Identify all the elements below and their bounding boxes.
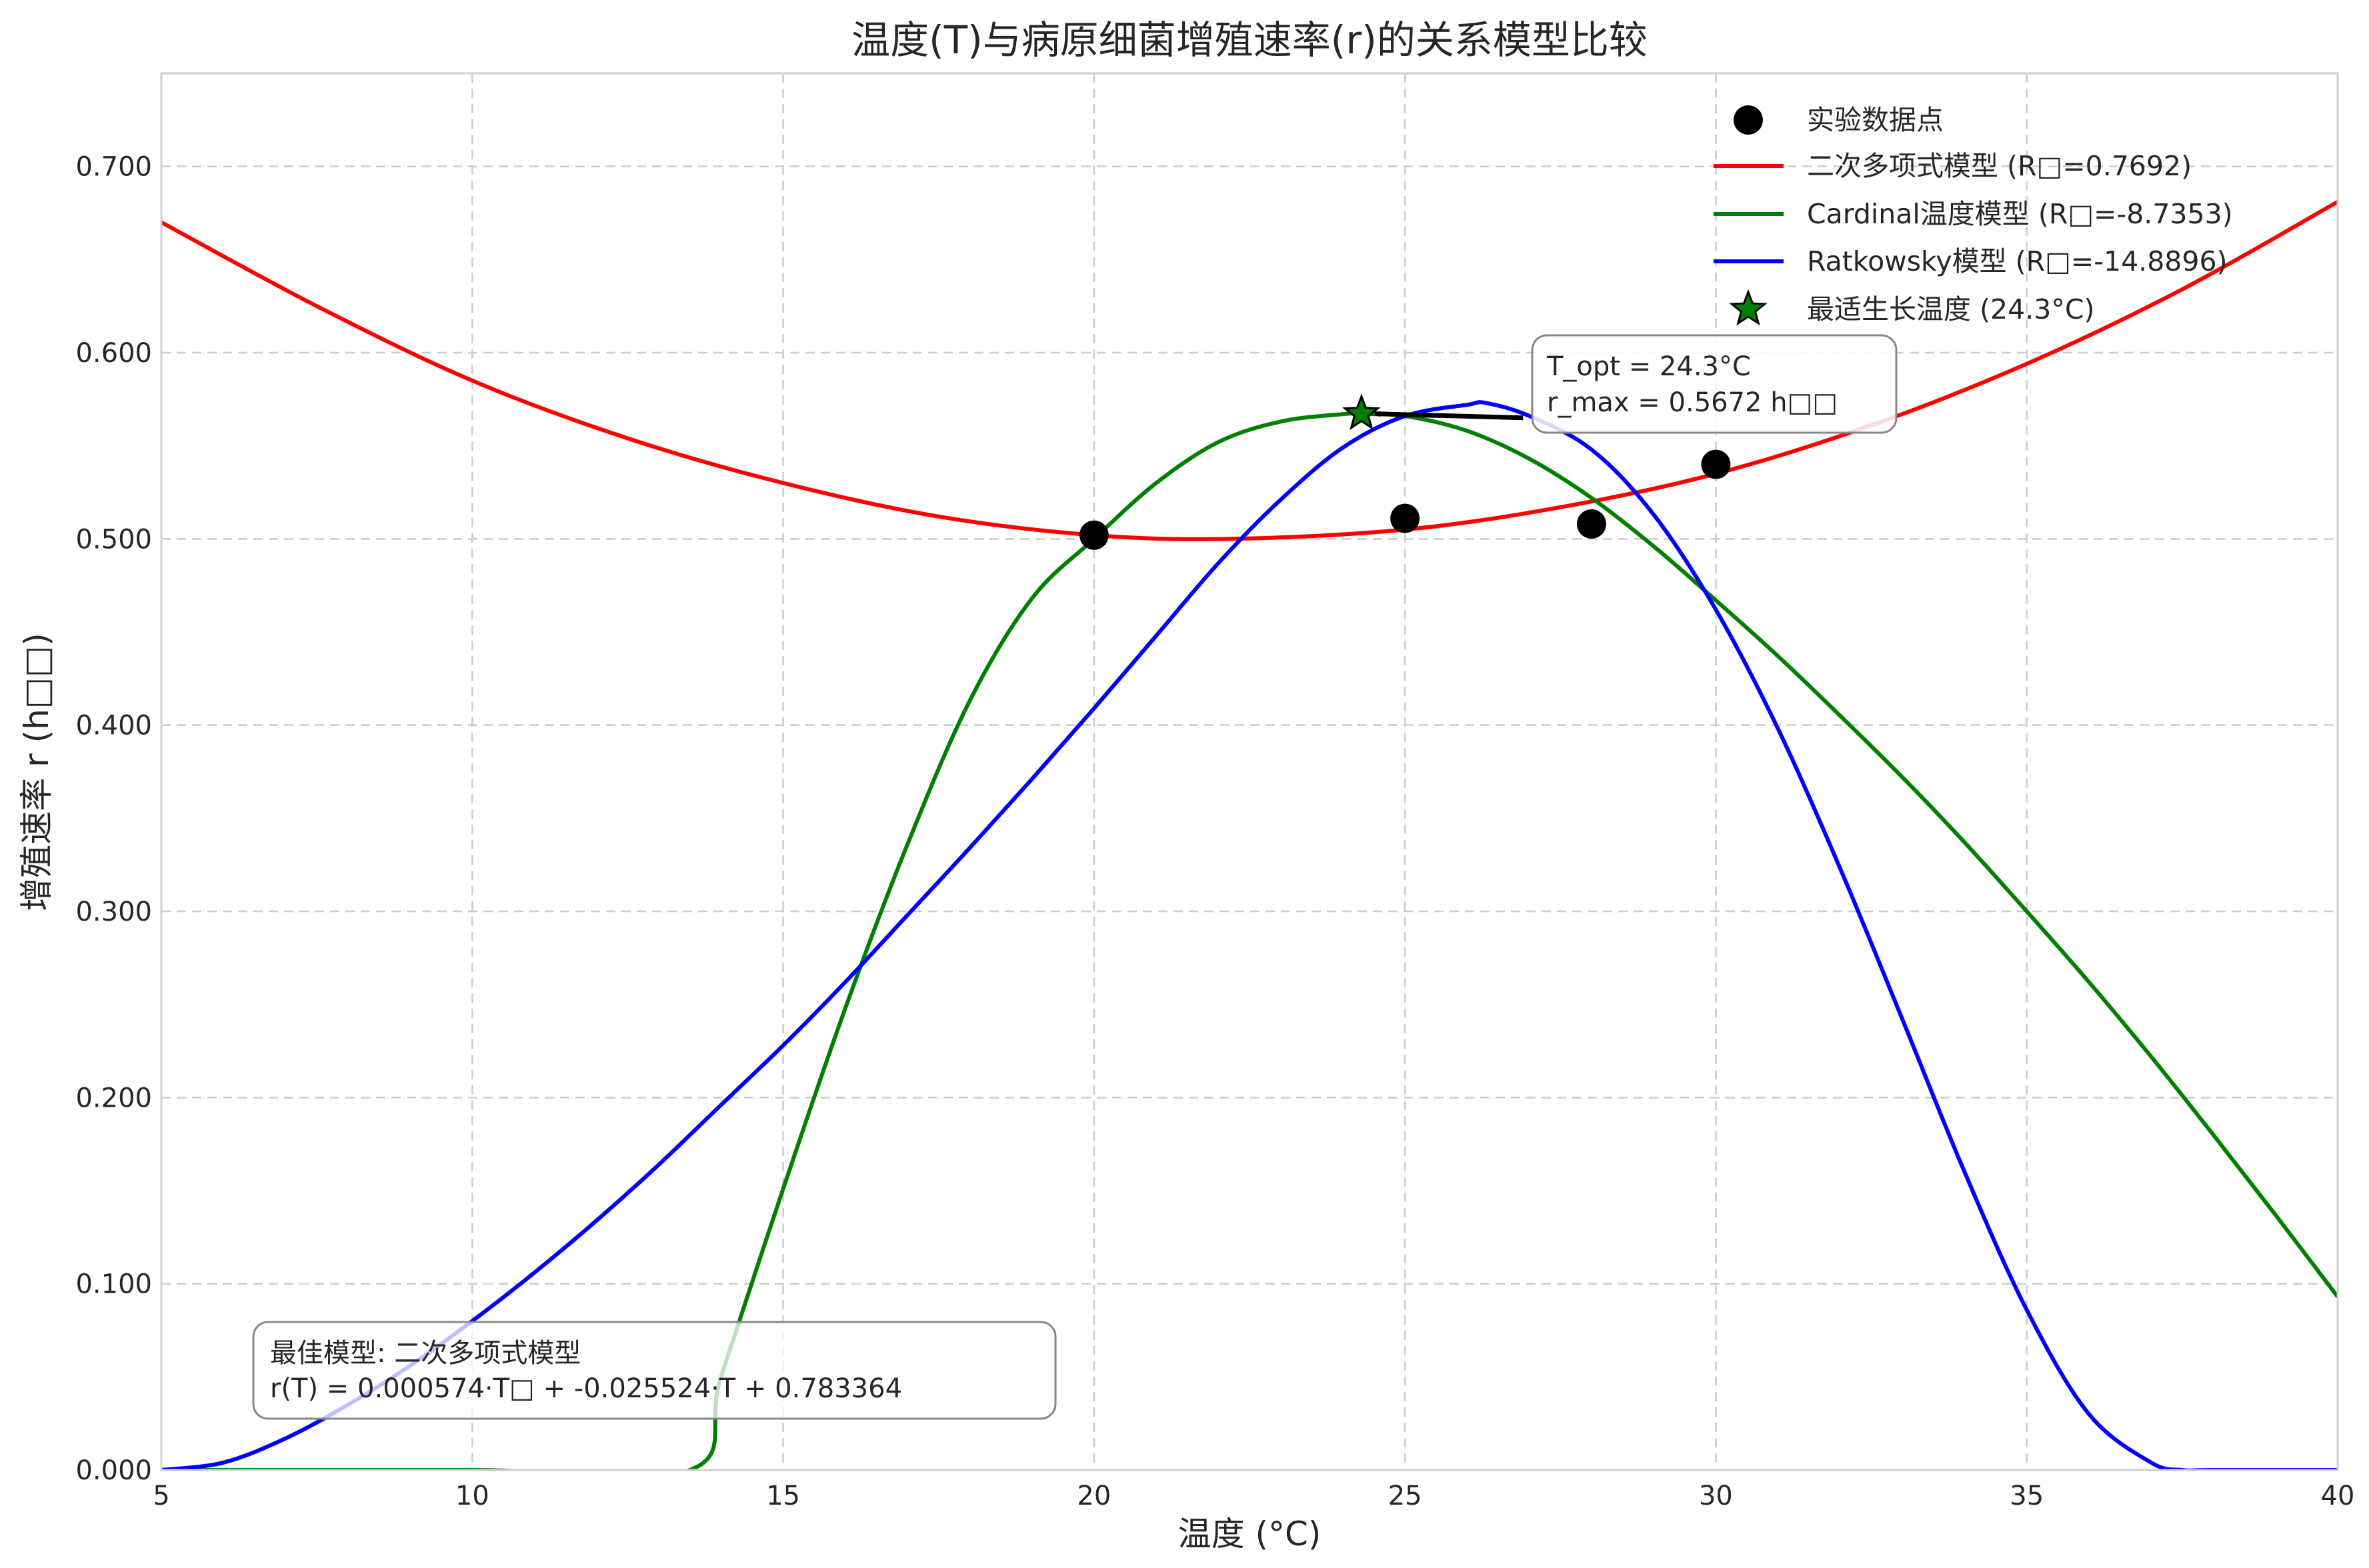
best-model-annotation: 最佳模型: 二次多项式模型 r(T) = 0.000574·T□ + -0.02… (252, 1321, 1057, 1420)
y-tick-label: 0.700 (75, 152, 152, 183)
y-tick-label: 0.100 (75, 1269, 152, 1300)
optimum-annotation-line-2: r_max = 0.5672 h□□ (1547, 387, 1838, 418)
legend-label-quadratic: 二次多项式模型 (R□=0.7692) (1807, 150, 2192, 182)
x-axis-ticks: 5 10 15 20 25 30 35 40 (153, 1481, 2354, 1511)
x-tick-label: 5 (153, 1481, 169, 1511)
optimum-star-marker (1342, 393, 1381, 431)
y-tick-label: 0.300 (75, 897, 152, 927)
optimum-arrow (1374, 411, 1524, 421)
y-tick-label: 0.600 (75, 338, 152, 369)
optimum-annotation-box (1531, 334, 1898, 434)
y-axis-ticks: 0.000 0.100 0.200 0.300 0.400 0.500 0.600 0.700 (75, 152, 152, 1486)
x-tick-label: 25 (1388, 1481, 1422, 1511)
grid (160, 73, 2339, 1471)
y-axis-label: 增殖速率 r (h□□) (17, 633, 56, 911)
legend-label-ratkowsky: Ratkowsky模型 (R□=-14.8896) (1807, 245, 2228, 277)
x-tick-label: 35 (2010, 1481, 2044, 1511)
x-axis-label: 温度 (°C) (1178, 1515, 1322, 1553)
y-tick-label: 0.000 (75, 1455, 152, 1486)
data-point (1576, 509, 1606, 539)
cardinal-curve (161, 411, 2338, 1470)
x-tick-label: 40 (2321, 1481, 2355, 1511)
legend-label-optimum: 最适生长温度 (24.3°C) (1807, 293, 2094, 325)
x-tick-label: 15 (766, 1481, 800, 1511)
optimum-marker-layer (1342, 393, 1381, 431)
x-tick-label: 10 (455, 1481, 489, 1511)
optimum-annotation-line-1: T_opt = 24.3°C (1546, 351, 1751, 382)
quadratic-curve (161, 200, 2338, 541)
plot-frame (160, 72, 2339, 1471)
best-model-annotation-box (252, 1321, 1057, 1420)
legend-scatter-marker (1734, 105, 1763, 135)
data-point (1079, 520, 1109, 550)
data-point (1701, 449, 1731, 479)
y-tick-label: 0.400 (75, 711, 152, 741)
ratkowsky-curve (161, 400, 2338, 1470)
chart-title: 温度(T)与病原细菌增殖速率(r)的关系模型比较 (851, 17, 1648, 63)
legend-label-scatter: 实验数据点 (1807, 104, 1944, 136)
y-tick-label: 0.200 (75, 1083, 152, 1113)
series-layer (161, 200, 2338, 1470)
scatter-layer (1079, 449, 1731, 550)
legend: 实验数据点 二次多项式模型 (R□=0.7692) Cardinal温度模型 (… (1714, 104, 2233, 326)
data-point (1390, 503, 1420, 533)
y-tick-label: 0.500 (75, 524, 152, 555)
best-model-line-2: r(T) = 0.000574·T□ + -0.025524·T + 0.783… (270, 1373, 902, 1404)
x-tick-label: 30 (1699, 1481, 1733, 1511)
legend-label-cardinal: Cardinal温度模型 (R□=-8.7353) (1807, 198, 2233, 230)
legend-star-icon (1729, 289, 1768, 326)
optimum-annotation: T_opt = 24.3°C r_max = 0.5672 h□□ (1531, 334, 1898, 434)
best-model-line-1: 最佳模型: 二次多项式模型 (270, 1338, 581, 1369)
x-tick-label: 20 (1077, 1481, 1111, 1511)
